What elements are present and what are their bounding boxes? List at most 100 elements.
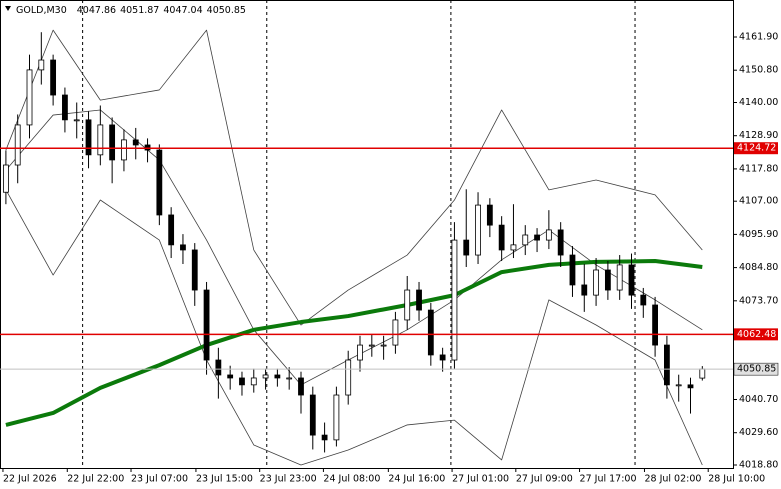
x-tick-label: 23 Jul 07:00 xyxy=(131,474,188,485)
header-open: 4047.86 xyxy=(77,5,116,16)
candle-body xyxy=(227,374,234,379)
y-tick-label: 4117.80 xyxy=(739,163,778,174)
candle-body xyxy=(522,234,529,246)
candle-body xyxy=(14,124,21,166)
candle-body xyxy=(109,124,116,161)
level-label-box xyxy=(734,328,778,341)
candle-body xyxy=(463,239,470,256)
y-tick-label: 4107.00 xyxy=(739,196,778,207)
candle-body xyxy=(203,289,210,361)
candle-body xyxy=(156,149,163,216)
x-tick-label: 23 Jul 23:00 xyxy=(260,474,317,485)
x-tick-label: 24 Jul 16:00 xyxy=(388,474,445,485)
y-tick-label: 4018.80 xyxy=(739,460,778,471)
candle-body xyxy=(250,377,257,386)
header-close: 4050.85 xyxy=(207,5,246,16)
candle-body xyxy=(545,229,552,241)
candle-body xyxy=(451,239,458,361)
header-low: 4047.04 xyxy=(163,5,202,16)
candle-body xyxy=(486,204,493,226)
x-tick-label: 28 Jul 02:00 xyxy=(644,474,701,485)
candle-body xyxy=(274,374,281,379)
header: GOLD,M30 4047.86 4051.87 4047.04 4050.85 xyxy=(16,5,246,16)
candle-body xyxy=(73,119,80,122)
x-tick-label: 23 Jul 15:00 xyxy=(196,474,253,485)
candle-body xyxy=(675,384,682,387)
candle-body xyxy=(581,284,588,296)
y-tick-label: 4140.00 xyxy=(739,97,778,108)
y-tick-label: 4029.60 xyxy=(739,427,778,438)
candle-body xyxy=(404,289,411,321)
candle-body xyxy=(85,119,92,156)
y-tick-label: 4095.90 xyxy=(739,229,778,240)
candle-body xyxy=(298,377,304,396)
candle-body xyxy=(699,368,706,379)
x-tick-label: 27 Jul 17:00 xyxy=(580,474,637,485)
candle-body xyxy=(640,294,647,306)
candle-body xyxy=(593,269,599,296)
candle-body xyxy=(132,139,139,146)
y-tick-label: 4073.70 xyxy=(739,295,778,306)
y-tick-label: 4040.70 xyxy=(739,394,778,405)
candle-body xyxy=(357,344,363,361)
moving-average xyxy=(5,259,703,427)
y-tick-label: 4161.90 xyxy=(739,31,778,42)
candle-body xyxy=(510,244,517,251)
candle-body xyxy=(345,359,352,396)
x-tick-label: 22 Jul 22:00 xyxy=(67,474,124,485)
price-label: 4050.85 xyxy=(737,364,776,375)
candle-body xyxy=(368,344,375,347)
candle-body xyxy=(3,164,9,193)
candle-body xyxy=(534,234,540,241)
candle-body xyxy=(180,244,186,251)
candle-body xyxy=(191,249,198,291)
candle-body xyxy=(664,344,670,386)
level-label-box xyxy=(734,142,778,155)
candle-body xyxy=(475,204,481,256)
candle-body xyxy=(416,289,422,311)
candle-body xyxy=(333,394,340,441)
candle-body xyxy=(286,377,293,380)
x-tick-label: 27 Jul 09:00 xyxy=(516,474,573,485)
candle-body xyxy=(38,59,45,71)
candle-body xyxy=(215,359,222,376)
candle-body xyxy=(262,374,269,379)
candle-body xyxy=(557,229,564,256)
candle-body xyxy=(427,309,434,356)
bollinger-upper xyxy=(5,29,703,326)
candle-body xyxy=(26,69,33,126)
candle-body xyxy=(121,139,127,161)
level-label: 4062.48 xyxy=(737,329,776,340)
y-tick-label: 4084.80 xyxy=(739,262,778,273)
candle-body xyxy=(392,319,399,346)
level-label: 4124.72 xyxy=(737,143,776,154)
candle-body xyxy=(239,377,245,386)
y-tick-label: 4128.90 xyxy=(739,130,778,141)
candle-body xyxy=(62,94,68,121)
candle-body xyxy=(309,394,316,436)
x-tick-label: 24 Jul 08:00 xyxy=(323,474,380,485)
candle-body xyxy=(628,264,635,296)
candle-body xyxy=(380,344,387,347)
candle-body xyxy=(50,59,57,96)
header-icon xyxy=(5,6,11,11)
candle-body xyxy=(498,224,505,251)
price-label-box xyxy=(733,362,779,376)
chart-title: GOLD,M30 xyxy=(16,5,67,16)
x-tick-label: 28 Jul 10:00 xyxy=(708,474,765,485)
bollinger-lower xyxy=(5,189,703,466)
candle-body xyxy=(652,304,658,346)
candle-body xyxy=(97,124,104,156)
x-tick-label: 22 Jul 2026 xyxy=(3,474,57,485)
header-high: 4051.87 xyxy=(120,5,159,16)
candle-body xyxy=(616,264,623,291)
candle-body xyxy=(569,254,576,286)
candle-body xyxy=(687,384,694,389)
x-tick-label: 27 Jul 01:00 xyxy=(452,474,509,485)
candle-body xyxy=(604,269,611,291)
candle-body xyxy=(321,434,328,441)
candle-body xyxy=(439,354,446,361)
